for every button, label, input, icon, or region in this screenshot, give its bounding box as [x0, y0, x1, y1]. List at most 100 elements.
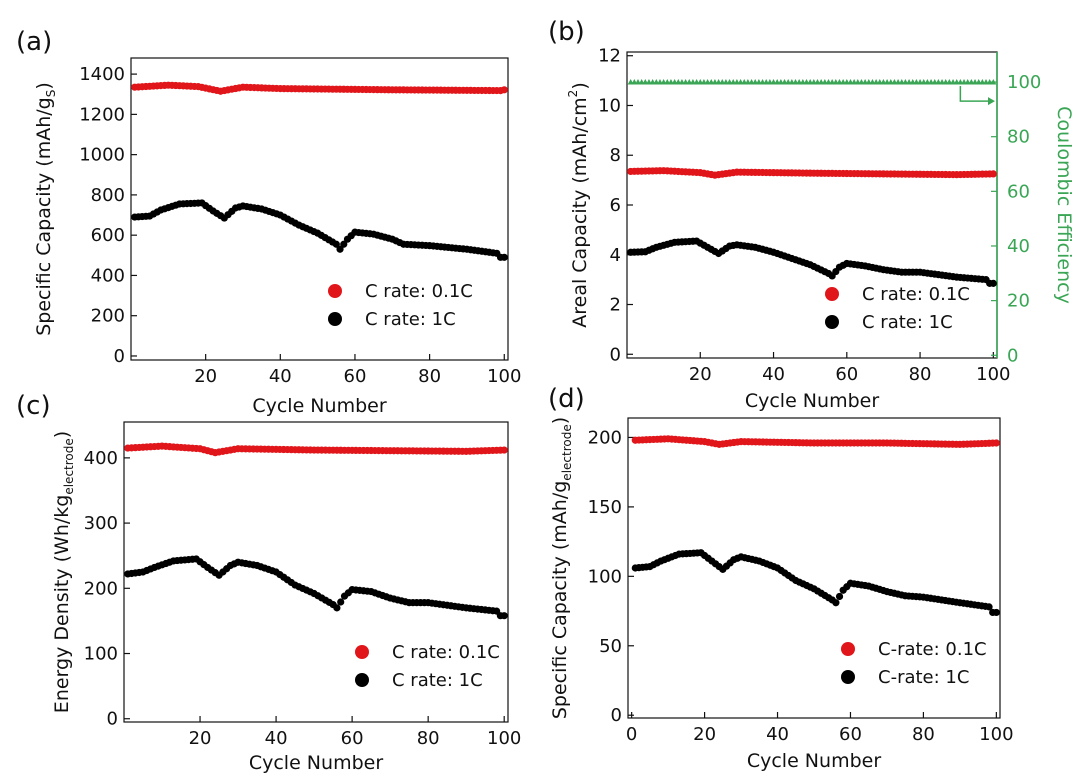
y-tick-label: 10 — [598, 95, 621, 116]
data-point — [336, 245, 344, 253]
legend-marker — [825, 315, 839, 329]
data-point — [985, 603, 993, 611]
x-tick-label: 60 — [341, 728, 364, 749]
axis-arrow-head — [988, 97, 995, 106]
y-tick-label: 8 — [610, 145, 621, 166]
y-tick-label: 100 — [588, 566, 622, 587]
x-tick-label: 40 — [269, 366, 292, 387]
x-axis-title: Cycle Number — [747, 750, 881, 772]
y-axis-title: Specific Capacity (mAh/gS) — [33, 82, 58, 336]
data-point — [990, 79, 997, 85]
x-tick-label: 80 — [417, 728, 440, 749]
x-axis-title: Cycle Number — [249, 752, 383, 774]
y-tick-label: 100 — [84, 644, 118, 665]
y-tick-label: 200 — [91, 306, 125, 327]
x-tick-label: 20 — [189, 728, 212, 749]
y2-tick-label: 80 — [1007, 127, 1030, 148]
y-tick-label: 6 — [610, 195, 621, 216]
y-tick-label: 4 — [610, 245, 621, 266]
x-tick-label: 60 — [344, 366, 367, 387]
data-point — [333, 604, 341, 612]
y-axis-title-main: Specific Capacity (mAh/g — [549, 481, 571, 719]
legend-label: C-rate: 0.1C — [878, 639, 987, 660]
x-tick-label: 100 — [487, 366, 521, 387]
x-tick-label: 20 — [693, 724, 716, 745]
series-0 — [124, 442, 508, 457]
y-axis-title-subscript: S — [44, 90, 58, 98]
legend-marker — [328, 312, 342, 326]
x-tick-label: 60 — [835, 364, 858, 385]
y-tick-label: 2 — [610, 295, 621, 316]
y-tick-label: 400 — [84, 448, 118, 469]
legend-marker — [355, 673, 369, 687]
panel-label: (d) — [548, 384, 585, 414]
data-point — [500, 612, 508, 620]
axis-arrow-line — [959, 86, 991, 102]
y-axis-title: Energy Density (Wh/kgelectrode) — [51, 431, 76, 713]
plot-frame — [627, 417, 1001, 719]
chart-panel-c: (c) 20 40 60 80 100 0 100 200 300 400 Cycle Number E… — [16, 391, 521, 774]
panel-label: (b) — [548, 17, 585, 47]
chart-panel-d: (d) 0 20 40 60 80 100 0 50 100 150 200 Cycle Number S… — [548, 384, 1014, 772]
y2-tick-label: 20 — [1007, 291, 1030, 312]
y-tick-label: 50 — [599, 636, 622, 657]
data-point — [832, 599, 840, 607]
y-tick-label: 400 — [91, 265, 125, 286]
y2-tick-label: 100 — [1007, 72, 1041, 93]
y-tick-label: 1400 — [79, 64, 125, 85]
chart-panel-a: (a)20 40 60 80 1000200400600800100012001400C… — [16, 27, 521, 417]
panel-label: (c) — [16, 391, 51, 421]
y-tick-label: 200 — [84, 578, 118, 599]
legend-label: C rate: 0.1C — [392, 642, 500, 663]
x-tick-label: 100 — [979, 724, 1013, 745]
series-1 — [627, 237, 997, 287]
data-point — [989, 170, 997, 178]
plot-frame — [130, 57, 509, 361]
x-tick-label: 80 — [912, 724, 935, 745]
series-1 — [124, 555, 508, 620]
y2-tick-label: 60 — [1007, 181, 1030, 202]
y-tick-label: 200 — [588, 427, 622, 448]
legend-marker — [328, 284, 342, 298]
x-tick-label: 80 — [418, 366, 441, 387]
y-tick-label: 12 — [598, 46, 621, 67]
legend-label: C rate: 1C — [862, 312, 953, 333]
series-1 — [131, 199, 508, 261]
x-tick-label: 40 — [265, 728, 288, 749]
y-axis-title-superscript: 2 — [566, 90, 580, 98]
data-point — [835, 592, 844, 601]
data-point — [500, 253, 508, 261]
x-tick-label: 40 — [766, 724, 789, 745]
data-point — [992, 439, 1000, 447]
y-axis-title-main: Specific Capacity (mAh/g — [33, 97, 55, 335]
series-0 — [131, 81, 508, 95]
y2-tick-label: 0 — [1007, 345, 1018, 366]
x-axis-title: Cycle Number — [745, 390, 879, 412]
y-axis-title-end: ) — [51, 431, 73, 438]
x-tick-label: 60 — [839, 724, 862, 745]
x-tick-label: 20 — [689, 364, 712, 385]
y2-axis-title: Coulombic Efficiency — [1053, 106, 1075, 304]
y-tick-label: 600 — [91, 225, 125, 246]
y2-tick-label: 40 — [1007, 236, 1030, 257]
y-axis-title-end: ) — [569, 82, 591, 89]
y-axis-title: Areal Capacity (mAh/cm2) — [566, 82, 591, 328]
legend-marker — [355, 645, 369, 659]
data-point — [500, 446, 508, 454]
legend-marker — [825, 287, 839, 301]
y-tick-label: 800 — [91, 185, 125, 206]
legend-label: C rate: 0.1C — [365, 281, 473, 302]
data-point — [989, 279, 997, 287]
y-tick-label: 0 — [611, 705, 622, 726]
series-1 — [631, 549, 1000, 617]
y-tick-label: 1200 — [79, 104, 125, 125]
y-axis-title-end: ) — [33, 82, 55, 89]
panel-label: (a) — [16, 27, 52, 57]
legend-label: C-rate: 1C — [878, 667, 969, 688]
x-tick-label: 100 — [487, 728, 521, 749]
x-axis-title: Cycle Number — [252, 395, 386, 417]
x-tick-label: 100 — [976, 364, 1010, 385]
y-axis-title-main: Areal Capacity (mAh/cm — [569, 97, 591, 327]
